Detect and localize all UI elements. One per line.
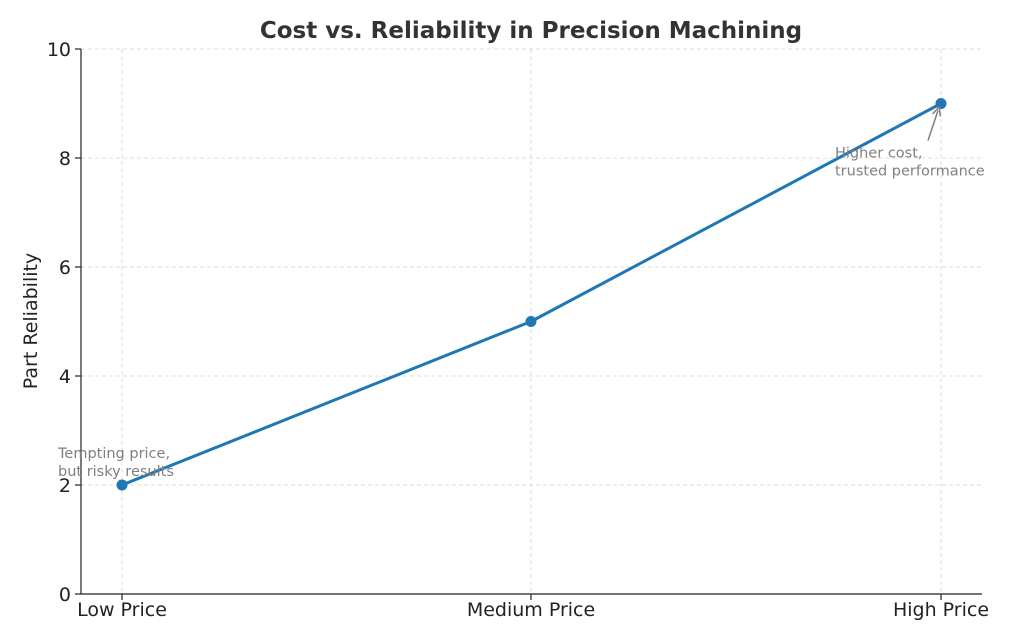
data-point xyxy=(116,479,128,491)
grid xyxy=(81,48,982,594)
data-point xyxy=(525,316,537,327)
y-tick-label: 10 xyxy=(47,39,71,61)
y-tick-label: 0 xyxy=(59,584,71,606)
y-tick-label: 4 xyxy=(59,366,71,388)
annotation-line: trusted performance xyxy=(835,164,985,180)
annotation-text: Higher cost, trusted performance xyxy=(835,146,985,180)
y-axis-label: Part Reliability xyxy=(20,253,42,389)
y-axis: 0 2 4 6 8 10 xyxy=(47,39,81,606)
x-axis: Low Price Medium Price High Price xyxy=(77,594,989,621)
y-tick-label: 6 xyxy=(59,257,71,279)
x-tick-label: High Price xyxy=(893,599,989,621)
annotations: Tempting price, but risky results Higher c… xyxy=(57,111,985,480)
y-tick-label: 8 xyxy=(59,148,71,170)
annotation-line: but risky results xyxy=(58,464,174,480)
annotation-arrow xyxy=(927,111,938,141)
annotation-text: Tempting price, but risky results xyxy=(57,446,174,480)
annotation-line: Tempting price, xyxy=(57,446,170,462)
y-tick-label: 2 xyxy=(59,475,71,497)
annotation-line: Higher cost, xyxy=(835,146,923,162)
x-tick-label: Medium Price xyxy=(467,599,595,621)
chart-title: Cost vs. Reliability in Precision Machin… xyxy=(260,18,802,44)
x-tick-label: Low Price xyxy=(77,599,167,621)
data-point xyxy=(935,98,947,109)
